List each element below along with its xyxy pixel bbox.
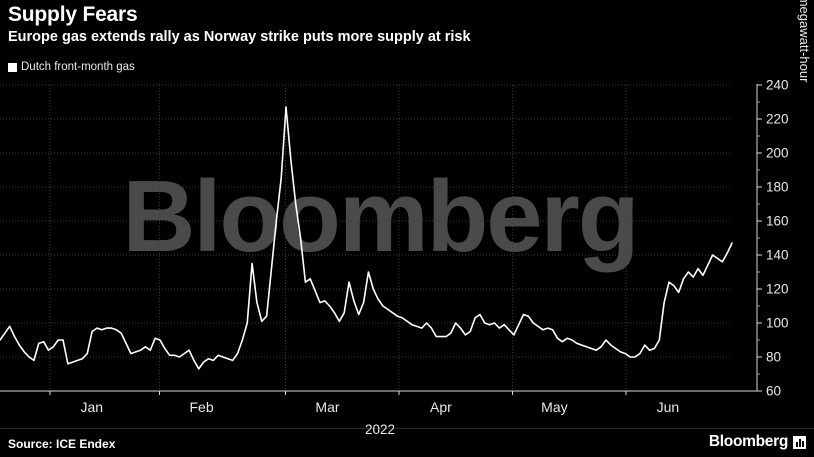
x-axis-tick: Jun bbox=[656, 399, 680, 415]
legend-swatch-icon bbox=[8, 62, 17, 72]
line-chart bbox=[0, 84, 762, 395]
page-subtitle: Europe gas extends rally as Norway strik… bbox=[8, 29, 471, 45]
y-axis-tick: 240 bbox=[766, 77, 789, 93]
chart-legend: Dutch front-month gas bbox=[8, 61, 135, 73]
x-axis-tick: Mar bbox=[315, 399, 340, 415]
y-axis-tick: 60 bbox=[766, 383, 782, 399]
bar-chart-icon bbox=[793, 435, 806, 449]
header: Supply Fears Europe gas extends rally as… bbox=[8, 2, 808, 47]
y-axis-tick: 180 bbox=[766, 179, 789, 195]
plot-area: Bloomberg bbox=[0, 80, 814, 395]
x-axis-year-label: 2022 bbox=[364, 422, 396, 437]
brand-label: Bloomberg bbox=[708, 433, 788, 450]
x-axis-tick: May bbox=[541, 399, 568, 415]
y-axis-tick: 200 bbox=[766, 145, 789, 161]
y-axis-tick: 80 bbox=[766, 349, 782, 365]
x-axis-tick: Jan bbox=[80, 399, 104, 415]
page-title: Supply Fears bbox=[8, 3, 138, 26]
y-axis-tick: 160 bbox=[766, 213, 789, 229]
x-axis-tick: Feb bbox=[189, 399, 214, 415]
y-axis-tick: 120 bbox=[766, 281, 789, 297]
bloomberg-brand: Bloomberg bbox=[709, 433, 806, 451]
y-axis-tick: 100 bbox=[766, 315, 789, 331]
y-axis-tick: 140 bbox=[766, 247, 789, 263]
y-axis-tick: 220 bbox=[766, 111, 789, 127]
x-axis-tick: Apr bbox=[430, 399, 452, 415]
footer-divider bbox=[0, 428, 814, 429]
source-note: Source: ICE Endex bbox=[8, 437, 116, 451]
y-axis-label: Euros a megawatt-hour bbox=[797, 0, 812, 83]
legend-label: Dutch front-month gas bbox=[21, 61, 135, 73]
